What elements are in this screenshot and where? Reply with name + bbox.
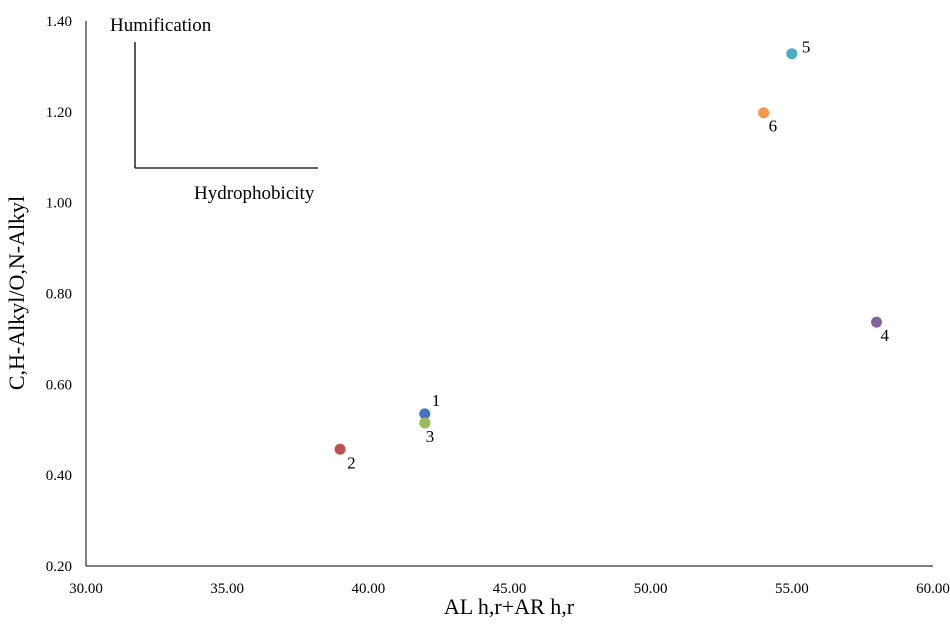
data-point-label-6: 6 (769, 117, 778, 136)
data-points (334, 48, 883, 455)
y-tick-label: 0.40 (46, 468, 72, 484)
x-tick-label: 60.00 (916, 581, 950, 597)
x-tick-labels: 30.00 35.00 40.00 45.00 50.00 55.00 60.00 (69, 581, 950, 597)
data-point-5 (786, 48, 798, 60)
y-tick-label: 0.60 (46, 377, 72, 393)
data-point-label-3: 3 (426, 427, 435, 446)
x-tick-label: 30.00 (69, 581, 103, 597)
x-tick-label: 40.00 (351, 581, 385, 597)
data-point-1 (419, 408, 431, 420)
data-point-label-5: 5 (802, 38, 811, 57)
data-point-label-4: 4 (881, 326, 890, 345)
x-tick-label: 50.00 (634, 581, 668, 597)
y-tick-labels: 0.20 0.40 0.60 0.80 1.00 1.20 1.40 (46, 14, 72, 575)
data-point-label-2: 2 (347, 453, 356, 472)
x-tick-label: 45.00 (493, 581, 527, 597)
y-tick-label: 0.20 (46, 559, 72, 575)
hydrophobicity-label: Hydrophobicity (194, 183, 315, 204)
data-point-3 (419, 417, 431, 429)
data-point-labels: 1 2 3 4 5 6 (347, 38, 889, 473)
axes (85, 21, 933, 567)
y-tick-label: 1.00 (46, 196, 72, 212)
y-tick-label: 1.40 (46, 14, 72, 30)
x-axis-title: AL h,r+AR h,r (444, 594, 575, 619)
x-tick-label: 55.00 (775, 581, 809, 597)
data-point-6 (758, 107, 770, 119)
data-point-label-1: 1 (432, 391, 441, 410)
y-tick-label: 0.80 (46, 287, 72, 303)
data-point-2 (334, 443, 346, 455)
data-point-4 (871, 316, 883, 328)
x-tick-label: 35.00 (210, 581, 244, 597)
humification-hydrophobicity-annotation: Humification Hydrophobicity (110, 15, 318, 204)
humification-label: Humification (110, 15, 212, 36)
y-axis-title: C,H-Alkyl/O,N-Alkyl (4, 196, 29, 390)
y-tick-label: 1.20 (46, 105, 72, 121)
